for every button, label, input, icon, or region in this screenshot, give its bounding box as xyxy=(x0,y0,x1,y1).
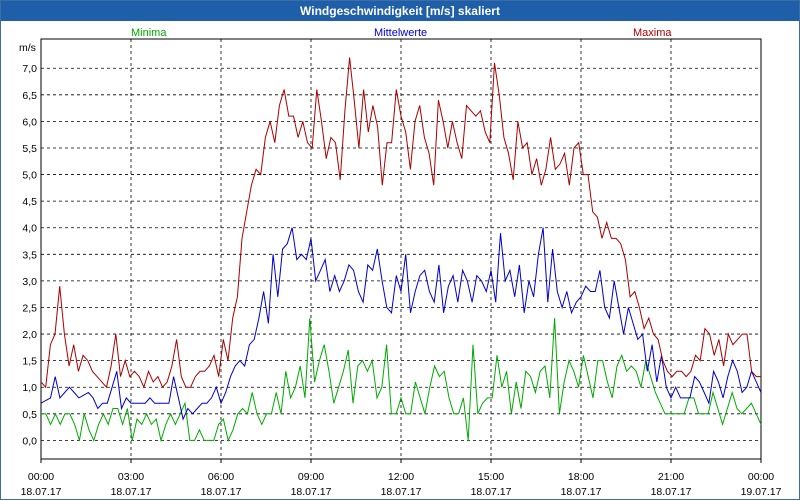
x-tick-date: 18.07.17 xyxy=(471,486,512,498)
x-tick-time: 03:00 xyxy=(118,471,144,483)
legend-mittelwerte: Mittelwerte xyxy=(374,27,427,39)
series-line-minima xyxy=(41,318,762,443)
series-lines xyxy=(40,57,762,443)
x-tick-date: 18.07.17 xyxy=(381,486,422,498)
x-tick-date: 18.07.17 xyxy=(291,486,332,498)
x-tick-labels: 00:00 18.07.17 03:00 18.07.17 06:00 18.07.17 0… xyxy=(21,471,782,498)
y-tick-label: 4,0 xyxy=(22,223,37,235)
legend-maxima: Maxima xyxy=(633,27,672,39)
x-tick-time: 09:00 xyxy=(298,471,324,483)
y-tick-label: 6,5 xyxy=(22,90,37,102)
y-tick-labels: 0,0 0,5 1,0 1,5 2,0 2,5 3,0 3,5 4,0 4,5 5,0 5,5 6,0 6… xyxy=(22,63,37,447)
y-tick-label: 0,0 xyxy=(22,435,37,447)
series-line-mittelwerte xyxy=(40,227,762,421)
y-tick-label: 1,0 xyxy=(22,382,37,394)
grid-lines xyxy=(40,39,762,463)
y-tick-label: 6,0 xyxy=(22,116,37,128)
x-tick-date: 18.07.17 xyxy=(111,486,152,498)
y-tick-label: 5,5 xyxy=(22,143,37,155)
series-line-maxima xyxy=(40,57,761,389)
y-tick-label: 5,0 xyxy=(22,170,37,182)
y-tick-label: 3,5 xyxy=(22,249,37,261)
window-title: Windgeschwindigkeit [m/s] skaliert xyxy=(1,1,799,21)
x-tick-time: 06:00 xyxy=(208,471,234,483)
y-tick-label: 0,5 xyxy=(22,409,37,421)
y-tick-label: 2,5 xyxy=(22,302,37,314)
y-tick-label: 4,5 xyxy=(22,196,37,208)
x-tick-date: 19.07.17 xyxy=(741,486,782,498)
x-tick-date: 18.07.17 xyxy=(201,486,242,498)
x-tick-time: 00:00 xyxy=(748,471,774,483)
y-tick-label: 1,5 xyxy=(22,356,37,368)
y-tick-label: 2,0 xyxy=(22,329,37,341)
y-tick-label: 7,0 xyxy=(22,63,37,75)
x-tick-time: 15:00 xyxy=(478,471,504,483)
y-tick-label: 3,0 xyxy=(22,276,37,288)
x-tick-time: 21:00 xyxy=(658,471,684,483)
x-tick-time: 00:00 xyxy=(28,471,54,483)
x-tick-date: 18.07.17 xyxy=(21,486,62,498)
x-tick-time: 12:00 xyxy=(388,471,414,483)
x-tick-date: 18.07.17 xyxy=(561,486,602,498)
x-tick-date: 18.07.17 xyxy=(651,486,692,498)
x-tick-time: 18:00 xyxy=(568,471,594,483)
y-axis-unit-label: m/s xyxy=(19,42,36,54)
legend-minima: Minima xyxy=(131,27,167,39)
